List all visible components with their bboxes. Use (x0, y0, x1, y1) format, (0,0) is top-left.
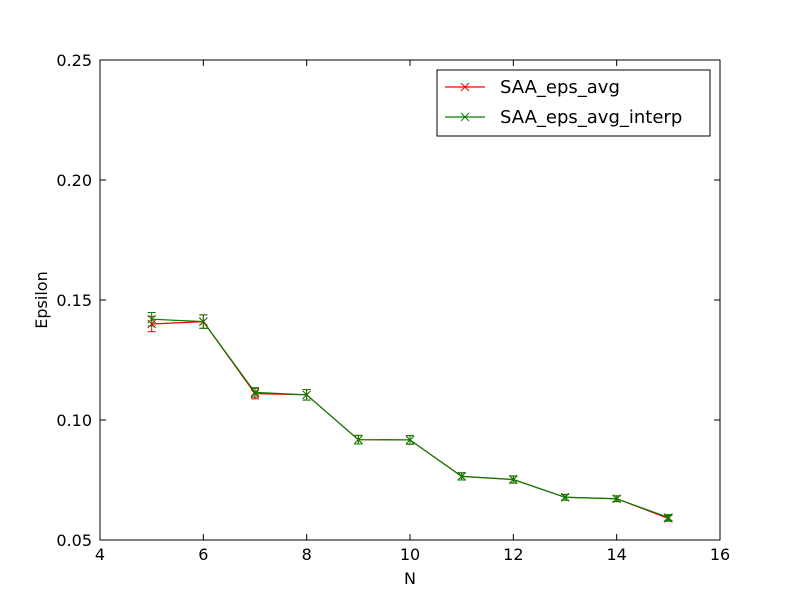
legend-entry: SAA_eps_avg (445, 77, 620, 98)
x-axis-label: N (404, 569, 416, 588)
y-tick-label: 0.10 (56, 411, 92, 430)
x-tick-label: 14 (606, 545, 626, 564)
legend-entry: SAA_eps_avg_interp (445, 107, 682, 128)
series-SAA_eps_avg_interp (147, 311, 673, 522)
data-point-marker (198, 317, 208, 326)
x-tick-label: 4 (95, 545, 105, 564)
legend-entries: SAA_eps_avg SAA_eps_avg_interp (445, 77, 682, 128)
data-point-marker (405, 435, 415, 445)
y-tick-label: 0.20 (56, 171, 92, 190)
legend-label: SAA_eps_avg_interp (500, 107, 682, 128)
y-tick-label: 0.25 (56, 51, 92, 70)
data-point-marker (250, 388, 260, 397)
legend-frame (436, 69, 711, 137)
data-point-marker (353, 435, 363, 445)
plot-area: 4 6 8 10 12 14 16 0.05 0.10 0.15 0.20 0.25 (56, 51, 730, 564)
plot-frame (99, 59, 721, 541)
x-tick-label: 6 (198, 545, 208, 564)
legend-marker (460, 82, 470, 92)
x-tick-label: 16 (710, 545, 730, 564)
data-point-marker (560, 492, 570, 502)
legend-label: SAA_eps_avg (500, 77, 620, 98)
data-point-marker (612, 494, 622, 504)
data-point-marker (663, 513, 673, 522)
data-point-marker (457, 472, 467, 481)
y-tick-label: 0.15 (56, 291, 92, 310)
data-point-marker (302, 390, 312, 400)
y-axis-label: Epsilon (32, 271, 51, 328)
x-tick-label: 10 (400, 545, 420, 564)
x-tick-label: 12 (503, 545, 523, 564)
data-point-marker (147, 314, 157, 324)
data-series (147, 311, 673, 523)
x-tick-label: 8 (302, 545, 312, 564)
legend-marker (460, 112, 470, 122)
y-tick-label: 0.05 (56, 531, 92, 550)
data-point-marker (508, 475, 518, 484)
legend: SAA_eps_avg SAA_eps_avg_interp (436, 69, 711, 137)
